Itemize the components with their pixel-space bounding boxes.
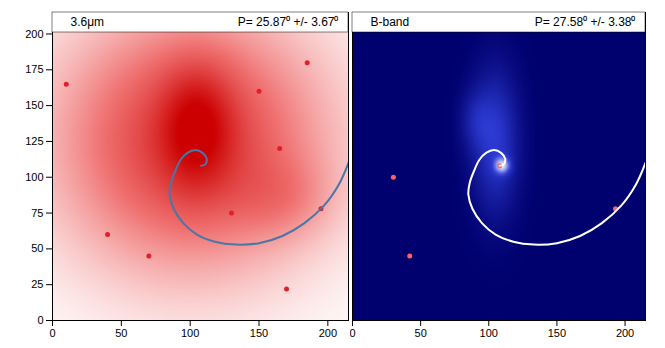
- svg-text:0: 0: [37, 314, 43, 326]
- svg-text:50: 50: [31, 242, 43, 254]
- svg-text:200: 200: [319, 327, 337, 339]
- svg-text:200: 200: [25, 28, 43, 40]
- svg-text:P= 25.87⁰ +/- 3.67⁰: P= 25.87⁰ +/- 3.67⁰: [238, 15, 339, 29]
- svg-text:50: 50: [115, 327, 127, 339]
- svg-text:150: 150: [25, 99, 43, 111]
- svg-text:50: 50: [415, 327, 427, 339]
- svg-text:150: 150: [548, 327, 566, 339]
- svg-text:100: 100: [25, 171, 43, 183]
- svg-text:3.6μm: 3.6μm: [71, 15, 105, 29]
- svg-text:175: 175: [25, 63, 43, 75]
- svg-text:200: 200: [616, 327, 634, 339]
- svg-text:0: 0: [49, 327, 55, 339]
- svg-text:25: 25: [31, 278, 43, 290]
- svg-text:100: 100: [181, 327, 199, 339]
- svg-text:150: 150: [250, 327, 268, 339]
- svg-text:125: 125: [25, 135, 43, 147]
- svg-text:P= 27.58⁰ +/- 3.38⁰: P= 27.58⁰ +/- 3.38⁰: [535, 15, 636, 29]
- svg-text:100: 100: [480, 327, 498, 339]
- svg-text:B-band: B-band: [371, 15, 410, 29]
- svg-text:75: 75: [31, 207, 43, 219]
- svg-text:0: 0: [350, 327, 356, 339]
